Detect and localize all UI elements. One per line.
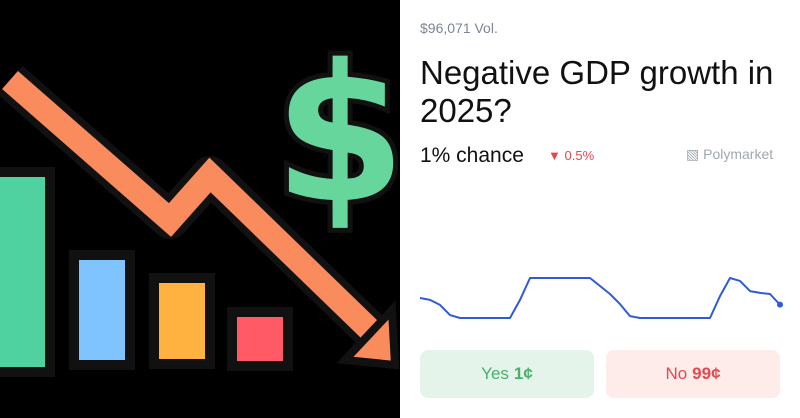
illustration: $	[0, 0, 400, 418]
yes-price: 1¢	[513, 364, 533, 383]
last-point	[777, 301, 783, 308]
bar-shape	[0, 167, 55, 377]
down-icon: ▼	[548, 148, 561, 163]
arrow-head	[336, 300, 400, 370]
price-line	[419, 277, 781, 319]
no-price: 99¢	[692, 364, 721, 383]
change: ▼ 0.5%	[548, 148, 594, 163]
bar-shape	[227, 307, 293, 371]
no-button[interactable]: No 99¢	[606, 350, 780, 398]
market-title: Negative GDP growth in 2025?	[420, 54, 774, 129]
no-label: No	[665, 364, 688, 383]
brand-name: Polymarket	[703, 146, 774, 162]
brand-icon: ▧	[686, 146, 700, 162]
dollar-icon: $	[274, 24, 400, 245]
arrow	[2, 70, 379, 339]
sparkline	[419, 277, 783, 319]
yes-button[interactable]: Yes 1¢	[420, 350, 594, 398]
volume: $96,071 Vol.	[420, 20, 498, 36]
bar-shape	[149, 273, 215, 369]
bar-shape	[69, 250, 135, 370]
change-value: 0.5%	[564, 148, 595, 163]
yes-label: Yes	[481, 364, 509, 383]
brand: ▧ Polymarket	[686, 146, 773, 163]
chance: 1% chance	[420, 144, 524, 167]
